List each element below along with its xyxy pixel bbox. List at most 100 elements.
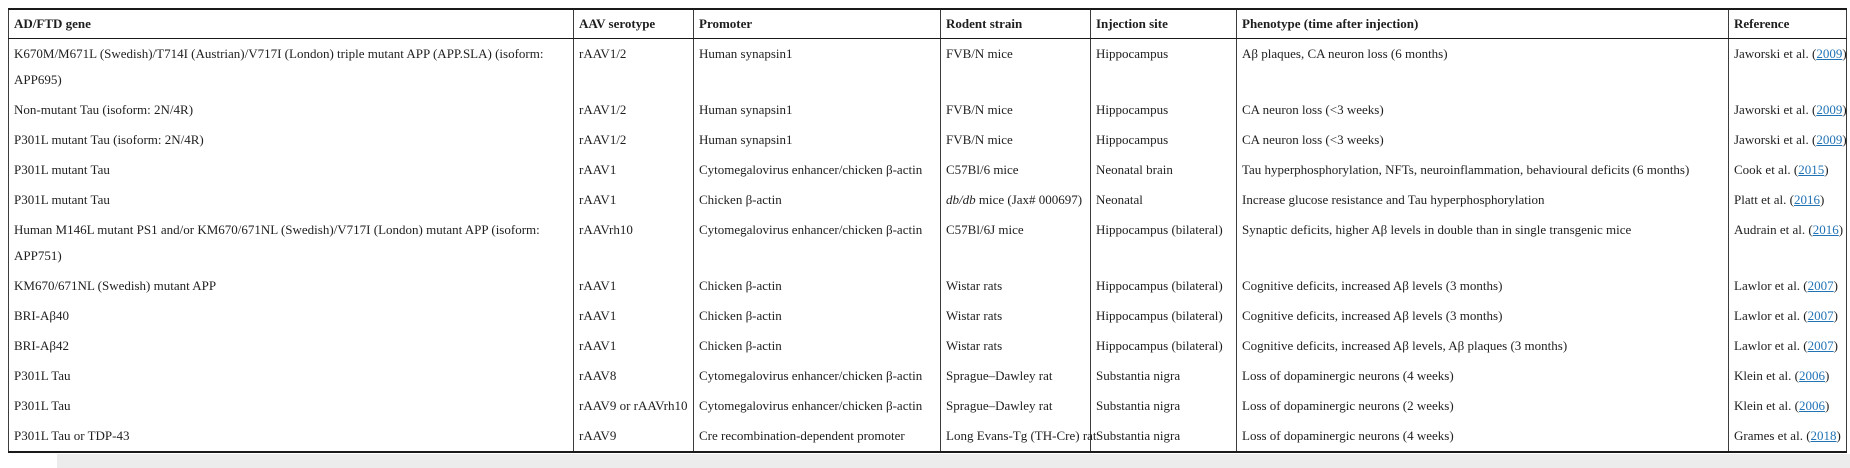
cell-serotype: rAAV1 <box>573 185 694 215</box>
cell-gene: KM670/671NL (Swedish) mutant APP <box>14 278 217 293</box>
cell-gene: P301L mutant Tau <box>14 192 110 207</box>
cell-reference: Jaworski et al. (2009) <box>1728 125 1847 155</box>
page: AD/FTD gene AAV serotype Promoter Rodent… <box>8 8 1847 453</box>
cell-phenotype: Loss of dopaminergic neurons (4 weeks) <box>1236 421 1729 452</box>
cell-phenotype: Cognitive deficits, increased Aβ levels,… <box>1236 331 1729 361</box>
table-row: P301L Tau or TDP-43 rAAV9 Cre recombinatio… <box>9 421 1847 452</box>
column-header-serotype: AAV serotype <box>573 9 694 39</box>
cell-promoter: Chicken β-actin <box>693 331 941 361</box>
cell-gene: P301L mutant Tau <box>14 162 110 177</box>
table-row: BRI-Aβ40 rAAV1 Chicken β-actin Wistar rats H… <box>9 301 1847 331</box>
cell-injection: Hippocampus (bilateral) <box>1090 215 1237 271</box>
reference-year-link[interactable]: 2015 <box>1798 162 1825 177</box>
cell-gene: BRI-Aβ42 <box>14 338 70 353</box>
table-row: Human M146L mutant PS1 and/or KM670/671N… <box>9 215 1847 271</box>
reference-year-link[interactable]: 2016 <box>1793 192 1820 207</box>
cell-reference: Jaworski et al. (2009) <box>1728 95 1847 125</box>
cell-injection: Neonatal <box>1090 185 1237 215</box>
cell-phenotype: Increase glucose resistance and Tau hype… <box>1236 185 1729 215</box>
cell-serotype: rAAVrh10 <box>573 215 694 271</box>
cell-strain: Long Evans-Tg (TH-Cre) rat <box>940 421 1097 452</box>
reference-year-link[interactable]: 2018 <box>1810 428 1837 443</box>
reference-year-link[interactable]: 2007 <box>1807 308 1834 323</box>
reference-year-link[interactable]: 2016 <box>1812 222 1839 237</box>
cell-strain: Wistar rats <box>940 271 1091 301</box>
table-row: P301L mutant Tau (isoform: 2N/4R) rAAV1/2… <box>9 125 1847 155</box>
table-row: P301L mutant Tau rAAV1 Chicken β-actin db/d… <box>9 185 1847 215</box>
reference-year-link[interactable]: 2009 <box>1816 102 1843 117</box>
column-header-gene: AD/FTD gene <box>8 9 574 39</box>
cell-phenotype: Cognitive deficits, increased Aβ levels … <box>1236 271 1729 301</box>
cell-reference: Klein et al. (2006) <box>1728 361 1847 391</box>
horizontal-scrollbar[interactable] <box>57 454 1850 468</box>
cell-injection: Hippocampus (bilateral) <box>1090 331 1237 361</box>
cell-strain: Wistar rats <box>940 331 1091 361</box>
cell-injection: Hippocampus (bilateral) <box>1090 301 1237 331</box>
column-header-reference: Reference <box>1728 9 1847 39</box>
reference-year-link[interactable]: 2007 <box>1807 338 1834 353</box>
reference-year-link[interactable]: 2007 <box>1807 278 1834 293</box>
column-header-promoter: Promoter <box>693 9 941 39</box>
cell-reference: Cook et al. (2015) <box>1728 155 1847 185</box>
cell-strain: C57Bl/6J mice <box>940 215 1091 271</box>
cell-gene: P301L Tau <box>14 398 71 413</box>
cell-promoter: Cre recombination-dependent promoter <box>693 421 941 452</box>
cell-serotype: rAAV1 <box>573 155 694 185</box>
reference-year-link[interactable]: 2009 <box>1816 132 1843 147</box>
column-header-phenotype: Phenotype (time after injection) <box>1236 9 1729 39</box>
cell-serotype: rAAV9 <box>573 421 694 452</box>
cell-gene: K670M/M671L (Swedish)/T714I (Austrian)/V… <box>14 46 544 87</box>
cell-reference: Klein et al. (2006) <box>1728 391 1847 421</box>
cell-reference: Lawlor et al. (2007) <box>1728 271 1847 301</box>
cell-gene: BRI-Aβ40 <box>14 308 70 323</box>
cell-phenotype: Loss of dopaminergic neurons (2 weeks) <box>1236 391 1729 421</box>
cell-gene: Human M146L mutant PS1 and/or KM670/671N… <box>14 222 540 263</box>
cell-injection: Substantia nigra <box>1090 421 1237 452</box>
cell-injection: Hippocampus <box>1090 125 1237 155</box>
cell-injection: Hippocampus (bilateral) <box>1090 271 1237 301</box>
cell-promoter: Human synapsin1 <box>693 125 941 155</box>
cell-phenotype: Loss of dopaminergic neurons (4 weeks) <box>1236 361 1729 391</box>
column-header-strain: Rodent strain <box>940 9 1091 39</box>
cell-reference: Lawlor et al. (2007) <box>1728 331 1847 361</box>
cell-promoter: Chicken β-actin <box>693 185 941 215</box>
cell-strain: Wistar rats <box>940 301 1091 331</box>
table-row: KM670/671NL (Swedish) mutant APP rAAV1 Chi… <box>9 271 1847 301</box>
cell-phenotype: Synaptic deficits, higher Aβ levels in d… <box>1236 215 1729 271</box>
reference-year-link[interactable]: 2006 <box>1798 368 1825 383</box>
aav-studies-table: AD/FTD gene AAV serotype Promoter Rodent… <box>8 8 1847 453</box>
reference-year-link[interactable]: 2006 <box>1798 398 1825 413</box>
reference-year-link[interactable]: 2009 <box>1816 46 1843 61</box>
cell-reference: Lawlor et al. (2007) <box>1728 301 1847 331</box>
cell-serotype: rAAV1/2 <box>573 95 694 125</box>
table-row: Non-mutant Tau (isoform: 2N/4R) rAAV1/2 Hu… <box>9 95 1847 125</box>
cell-promoter: Chicken β-actin <box>693 301 941 331</box>
cell-promoter: Cytomegalovirus enhancer/chicken β-actin <box>693 155 941 185</box>
cell-promoter: Cytomegalovirus enhancer/chicken β-actin <box>693 215 941 271</box>
cell-injection: Hippocampus <box>1090 95 1237 125</box>
cell-promoter: Cytomegalovirus enhancer/chicken β-actin <box>693 361 941 391</box>
cell-reference: Platt et al. (2016) <box>1728 185 1847 215</box>
cell-strain: db/db mice (Jax# 000697) <box>940 185 1091 215</box>
strain-italic-text: db/db <box>946 192 976 207</box>
table-row: P301L Tau rAAV8 Cytomegalovirus enhancer/c… <box>9 361 1847 391</box>
cell-serotype: rAAV8 <box>573 361 694 391</box>
cell-serotype: rAAV1 <box>573 271 694 301</box>
cell-strain: Sprague–Dawley rat <box>940 361 1091 391</box>
table-row: BRI-Aβ42 rAAV1 Chicken β-actin Wistar rats H… <box>9 331 1847 361</box>
cell-injection: Neonatal brain <box>1090 155 1237 185</box>
cell-gene: P301L Tau <box>14 368 71 383</box>
cell-gene: P301L Tau or TDP-43 <box>14 428 130 443</box>
cell-phenotype: Tau hyperphosphorylation, NFTs, neuroinf… <box>1236 155 1729 185</box>
cell-promoter: Cytomegalovirus enhancer/chicken β-actin <box>693 391 941 421</box>
cell-strain: FVB/N mice <box>940 38 1091 95</box>
cell-promoter: Chicken β-actin <box>693 271 941 301</box>
cell-strain: Sprague–Dawley rat <box>940 391 1091 421</box>
cell-injection: Substantia nigra <box>1090 391 1237 421</box>
cell-phenotype: Aβ plaques, CA neuron loss (6 months) <box>1236 38 1729 95</box>
cell-serotype: rAAV1/2 <box>573 125 694 155</box>
cell-gene: P301L mutant Tau (isoform: 2N/4R) <box>14 132 204 147</box>
cell-reference: Grames et al. (2018) <box>1728 421 1847 452</box>
table-body: K670M/M671L (Swedish)/T714I (Austrian)/V… <box>9 38 1847 452</box>
cell-strain: C57Bl/6 mice <box>940 155 1091 185</box>
